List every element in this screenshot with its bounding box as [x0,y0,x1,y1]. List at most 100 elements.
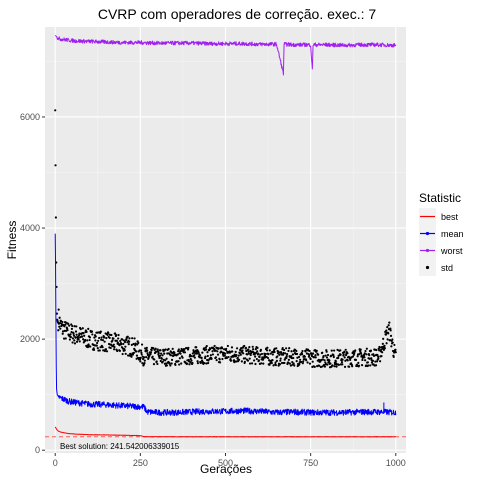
std-point [383,344,386,347]
std-point [386,326,389,329]
std-point [240,360,243,363]
std-point [81,335,84,338]
std-point [156,348,159,351]
std-point [363,352,366,355]
std-point [216,350,219,353]
std-point [166,352,169,355]
std-point [177,350,180,353]
std-point [145,356,148,359]
std-point [287,361,290,364]
std-point [306,361,309,364]
std-point [311,352,315,355]
std-point [217,347,220,350]
std-point [328,359,331,362]
best-solution-annotation: Best solution: 241.542006339015 [60,442,180,451]
std-point [378,346,381,349]
std-point [109,346,112,350]
std-point [165,362,168,365]
std-point [379,360,382,363]
std-point [183,348,186,351]
std-point [135,350,138,353]
std-point [63,325,66,328]
std-point [370,357,373,360]
std-point [98,336,101,340]
std-point [361,358,364,362]
std-point [254,348,257,351]
std-point [256,350,259,353]
std-point [122,339,126,342]
std-point [121,338,124,341]
std-point [394,348,397,351]
std-point [388,321,391,324]
std-point [289,364,292,367]
std-point [179,352,182,355]
std-point [152,363,156,366]
std-point [108,336,111,340]
std-point [103,340,106,343]
std-point [131,337,134,340]
std-point [150,349,153,352]
std-point [225,356,228,360]
std-point [160,357,163,360]
std-point [374,360,377,363]
std-point [113,345,116,349]
std-point [169,354,173,357]
std-point [368,357,371,360]
std-point [61,320,64,324]
std-point [180,362,183,365]
std-point [144,347,147,350]
std-point [337,356,340,360]
std-point [248,357,251,360]
std-point [375,348,378,352]
std-point [392,355,395,359]
std-point [157,352,160,355]
std-point [85,330,88,333]
std-point [303,355,306,358]
std-point [231,350,234,353]
std-point [284,352,287,355]
std-point [71,324,74,328]
std-point [210,357,213,360]
std-point [170,358,174,362]
std-point [394,351,397,354]
std-point [233,353,236,356]
std-point [71,341,74,344]
std-point [315,349,318,352]
std-point [87,343,90,346]
std-point [153,358,156,361]
std-point [99,330,102,333]
std-point [110,333,113,337]
std-point [391,338,394,341]
std-point [202,347,206,350]
std-point [173,351,176,354]
std-point [248,346,251,349]
std-point [145,346,148,349]
std-point [262,362,265,365]
std-point [115,334,118,337]
std-point [372,354,376,358]
legend-label-worst: worst [440,246,463,256]
std-point [193,356,196,359]
std-point [229,359,233,362]
std-point [329,354,333,357]
std-point [332,354,335,357]
std-point [159,354,162,357]
std-point [311,360,314,363]
std-point [164,348,167,351]
std-point [124,352,127,355]
std-point [300,360,303,364]
std-point [206,354,209,358]
std-point [178,363,181,366]
std-point [383,347,386,350]
std-point [296,356,299,359]
std-point [260,352,264,356]
std-point [124,345,127,348]
std-point [57,329,60,332]
std-point [143,356,146,359]
std-point [235,347,239,350]
std-point [140,353,143,356]
std-point [135,354,139,357]
std-point [280,361,284,365]
std-point [326,363,329,366]
std-point [283,361,286,365]
